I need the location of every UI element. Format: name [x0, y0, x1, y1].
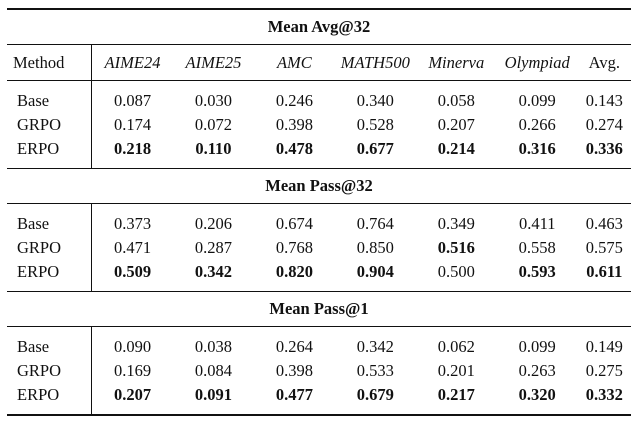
value-cell-avg: 0.611	[586, 262, 623, 281]
column-header-minerva: Minerva	[428, 52, 485, 72]
table-row: Base 0.090 0.038 0.264 0.342 0.062 0.099 0.149	[7, 326, 631, 359]
value-cell-avg: 0.274	[585, 115, 623, 134]
value-cell-olympiad: 0.099	[518, 91, 556, 110]
value-cell-aime25: 0.342	[194, 262, 233, 281]
table-row: GRPO 0.174 0.072 0.398 0.528 0.207 0.266 0.274	[7, 113, 631, 137]
value-cell-avg: 0.275	[585, 361, 623, 380]
table-row: ERPO 0.509 0.342 0.820 0.904 0.500 0.593 0.611	[7, 260, 631, 292]
value-cell-minerva: 0.214	[437, 139, 475, 158]
column-header-amc: AMC	[276, 52, 312, 72]
value-cell-aime24: 0.207	[113, 385, 152, 404]
value-cell-amc: 0.264	[275, 337, 313, 356]
method-cell: GRPO	[7, 236, 93, 260]
method-cell: Base	[7, 326, 93, 359]
table-row: Base 0.373 0.206 0.674 0.764 0.349 0.411 0.463	[7, 203, 631, 236]
value-cell-aime24: 0.090	[113, 337, 152, 356]
value-cell-minerva: 0.516	[437, 238, 475, 257]
value-cell-olympiad: 0.558	[518, 238, 556, 257]
table-row: ERPO 0.218 0.110 0.478 0.677 0.214 0.316 0.336	[7, 137, 631, 169]
value-cell-avg: 0.149	[585, 337, 623, 356]
value-cell-math500: 0.904	[356, 262, 394, 281]
value-cell-olympiad: 0.320	[518, 385, 556, 404]
value-cell-aime24: 0.373	[113, 214, 152, 233]
value-cell-aime25: 0.206	[194, 214, 233, 233]
value-cell-olympiad: 0.266	[518, 115, 556, 134]
value-cell-minerva: 0.201	[437, 361, 475, 380]
value-cell-math500: 0.679	[356, 385, 394, 404]
column-header-avg: Avg.	[588, 52, 620, 72]
value-cell-olympiad: 0.411	[518, 214, 556, 233]
value-cell-avg: 0.336	[585, 139, 623, 158]
value-cell-aime25: 0.110	[195, 139, 232, 158]
results-table: Mean Avg@32 Method AIME24 AIME25 AMC MAT…	[7, 8, 631, 416]
value-cell-amc: 0.398	[275, 361, 313, 380]
value-cell-amc: 0.820	[275, 262, 313, 281]
value-cell-olympiad: 0.593	[518, 262, 556, 281]
method-cell: Base	[7, 203, 93, 236]
value-cell-minerva: 0.062	[437, 337, 475, 356]
method-cell: GRPO	[7, 359, 93, 383]
results-table-body: Mean Avg@32 Method AIME24 AIME25 AMC MAT…	[7, 9, 631, 415]
method-cell: GRPO	[7, 113, 93, 137]
column-header-aime25: AIME25	[185, 52, 242, 72]
value-cell-minerva: 0.207	[437, 115, 475, 134]
section-title: Mean Avg@32	[267, 17, 371, 36]
value-cell-avg: 0.143	[585, 91, 623, 110]
method-column-header: Method	[7, 44, 93, 81]
value-cell-minerva: 0.349	[437, 214, 475, 233]
value-cell-minerva: 0.217	[437, 385, 475, 404]
value-cell-math500: 0.677	[356, 139, 394, 158]
value-cell-aime24: 0.174	[113, 115, 152, 134]
table-row: Base 0.087 0.030 0.246 0.340 0.058 0.099 0.143	[7, 80, 631, 113]
value-cell-amc: 0.477	[275, 385, 313, 404]
value-cell-olympiad: 0.099	[518, 337, 556, 356]
table-row: GRPO 0.471 0.287 0.768 0.850 0.516 0.558 0.575	[7, 236, 631, 260]
value-cell-aime25: 0.287	[194, 238, 233, 257]
value-cell-aime25: 0.084	[194, 361, 233, 380]
value-cell-aime25: 0.091	[194, 385, 233, 404]
value-cell-aime24: 0.087	[113, 91, 152, 110]
value-cell-minerva: 0.058	[437, 91, 475, 110]
value-cell-avg: 0.575	[585, 238, 623, 257]
column-header-row: Method AIME24 AIME25 AMC MATH500 Minerva…	[7, 44, 631, 81]
value-cell-minerva: 0.500	[437, 262, 475, 281]
section-title-row: Mean Pass@32	[7, 168, 631, 204]
value-cell-aime25: 0.038	[194, 337, 233, 356]
value-cell-olympiad: 0.263	[518, 361, 556, 380]
value-cell-math500: 0.342	[356, 337, 394, 356]
value-cell-amc: 0.246	[275, 91, 313, 110]
table-row: ERPO 0.207 0.091 0.477 0.679 0.217 0.320 0.332	[7, 383, 631, 415]
method-cell: ERPO	[7, 260, 93, 292]
method-cell: ERPO	[7, 137, 93, 169]
section-title: Mean Pass@32	[265, 176, 373, 195]
value-cell-aime24: 0.509	[113, 262, 152, 281]
column-header-olympiad: Olympiad	[504, 52, 570, 72]
section-title-row: Mean Pass@1	[7, 291, 631, 327]
value-cell-amc: 0.398	[275, 115, 313, 134]
value-cell-amc: 0.478	[275, 139, 313, 158]
column-header-math500: MATH500	[340, 52, 410, 72]
value-cell-math500: 0.533	[356, 361, 394, 380]
value-cell-math500: 0.340	[356, 91, 394, 110]
value-cell-math500: 0.528	[356, 115, 394, 134]
results-table-container: Mean Avg@32 Method AIME24 AIME25 AMC MAT…	[7, 8, 631, 416]
value-cell-aime25: 0.030	[194, 91, 233, 110]
method-cell: Base	[7, 80, 93, 113]
value-cell-olympiad: 0.316	[518, 139, 556, 158]
table-row: GRPO 0.169 0.084 0.398 0.533 0.201 0.263 0.275	[7, 359, 631, 383]
value-cell-avg: 0.332	[585, 385, 623, 404]
value-cell-amc: 0.768	[275, 238, 313, 257]
value-cell-aime24: 0.169	[113, 361, 152, 380]
section-title-row: Mean Avg@32	[7, 9, 631, 45]
column-header-aime24: AIME24	[104, 52, 161, 72]
section-title: Mean Pass@1	[269, 299, 369, 318]
value-cell-avg: 0.463	[585, 214, 623, 233]
value-cell-aime24: 0.218	[113, 139, 152, 158]
value-cell-aime24: 0.471	[113, 238, 152, 257]
value-cell-amc: 0.674	[275, 214, 313, 233]
value-cell-math500: 0.764	[356, 214, 394, 233]
method-cell: ERPO	[7, 383, 93, 415]
value-cell-aime25: 0.072	[194, 115, 233, 134]
value-cell-math500: 0.850	[356, 238, 394, 257]
